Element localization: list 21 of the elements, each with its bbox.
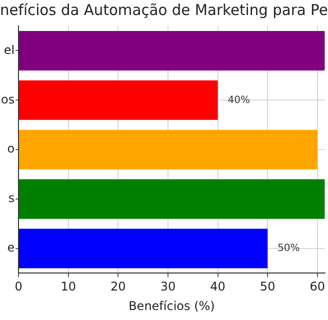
data-label: 50%: [278, 243, 300, 254]
data-label: 40%: [228, 94, 250, 106]
bar: [18, 30, 325, 70]
x-tick-label: 0: [14, 280, 22, 294]
x-tick-label: 40: [210, 280, 226, 294]
x-tick-label: 30: [160, 280, 176, 294]
bar: [18, 228, 268, 268]
y-tick-label: os: [1, 92, 15, 106]
x-tick-label: 20: [110, 280, 126, 294]
y-tick-label: s: [8, 191, 15, 206]
chart-title: nefícios da Automação de Marketing para Pe: [0, 2, 328, 19]
y-tick-label: el: [4, 42, 15, 57]
bar: [18, 130, 318, 170]
bar: [18, 179, 325, 219]
x-axis-title: Benefícios (%): [128, 298, 215, 313]
bar: [18, 80, 218, 120]
x-tick-label: 50: [260, 280, 276, 294]
x-tick-label: 10: [60, 280, 76, 294]
x-tick-label: 60: [310, 280, 326, 294]
y-tick-label: o: [7, 142, 15, 156]
y-tick-label: e: [7, 240, 15, 255]
